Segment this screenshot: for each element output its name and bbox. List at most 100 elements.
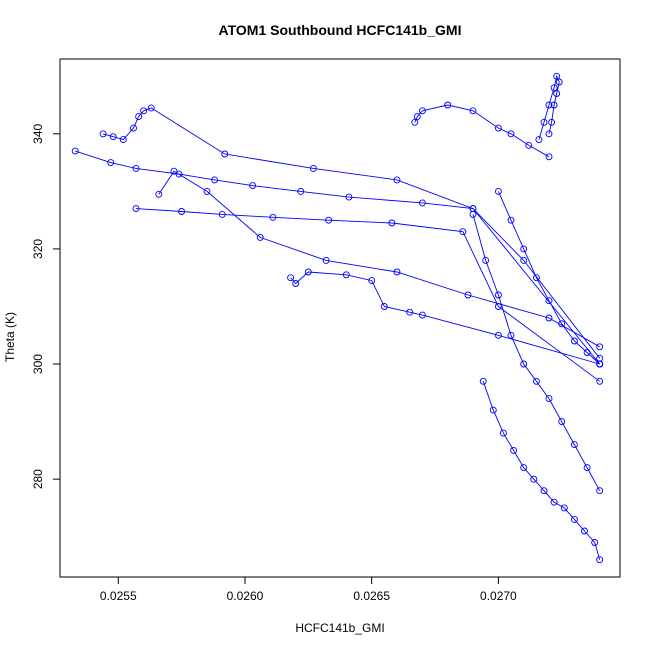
series-7 bbox=[479, 377, 604, 564]
data-point bbox=[140, 107, 148, 115]
data-point bbox=[147, 104, 155, 112]
data-point bbox=[520, 360, 528, 368]
series-line bbox=[414, 104, 550, 158]
data-point bbox=[550, 101, 558, 109]
data-point bbox=[499, 429, 507, 437]
series-1 bbox=[99, 104, 604, 368]
data-point bbox=[545, 297, 553, 305]
data-point bbox=[596, 377, 604, 385]
data-point bbox=[119, 136, 127, 144]
data-point bbox=[469, 210, 477, 218]
data-point bbox=[479, 377, 487, 385]
data-point bbox=[459, 228, 467, 236]
data-point bbox=[555, 78, 563, 86]
data-point bbox=[132, 164, 140, 172]
data-point bbox=[203, 187, 211, 195]
data-point bbox=[393, 268, 401, 276]
data-point bbox=[553, 72, 561, 80]
series-line bbox=[135, 208, 600, 382]
x-tick-label: 0.0260 bbox=[227, 589, 264, 603]
data-point bbox=[532, 377, 540, 385]
series-line bbox=[75, 150, 601, 359]
data-point bbox=[170, 167, 178, 175]
data-point bbox=[469, 107, 477, 115]
data-point bbox=[545, 314, 553, 322]
data-point bbox=[368, 277, 376, 285]
data-point bbox=[393, 176, 401, 184]
series-line bbox=[497, 191, 601, 365]
data-point bbox=[249, 182, 257, 190]
data-point bbox=[325, 216, 333, 224]
x-axis-label: HCFC141b_GMI bbox=[295, 621, 384, 635]
data-point bbox=[510, 446, 518, 454]
data-point bbox=[464, 291, 472, 299]
data-point bbox=[494, 331, 502, 339]
x-tick-label: 0.0270 bbox=[480, 589, 517, 603]
data-point bbox=[418, 311, 426, 319]
y-tick-label: 340 bbox=[31, 123, 45, 143]
data-point bbox=[322, 256, 330, 264]
data-point bbox=[221, 150, 229, 158]
data-point bbox=[494, 124, 502, 132]
data-point bbox=[406, 308, 414, 316]
data-point bbox=[482, 256, 490, 264]
data-point bbox=[520, 464, 528, 472]
data-point bbox=[525, 141, 533, 149]
data-point bbox=[596, 487, 604, 495]
data-point bbox=[550, 498, 558, 506]
data-point bbox=[130, 124, 137, 132]
y-axis-label: Theta (K) bbox=[3, 312, 17, 362]
data-point bbox=[532, 274, 540, 282]
x-tick-label: 0.0255 bbox=[100, 589, 137, 603]
data-point bbox=[297, 187, 305, 195]
data-point bbox=[494, 291, 502, 299]
data-point bbox=[530, 475, 538, 483]
data-point bbox=[520, 245, 528, 253]
data-point bbox=[218, 210, 226, 218]
data-point bbox=[507, 331, 515, 339]
data-point bbox=[413, 113, 421, 121]
data-point bbox=[309, 164, 317, 172]
data-point bbox=[507, 130, 515, 138]
series-line bbox=[472, 214, 601, 491]
x-tick-label: 0.0265 bbox=[353, 589, 390, 603]
data-point bbox=[292, 280, 300, 287]
data-point bbox=[596, 556, 604, 564]
data-point bbox=[132, 205, 140, 213]
data-point bbox=[596, 360, 604, 368]
series-line bbox=[290, 271, 600, 365]
data-point bbox=[583, 349, 591, 356]
data-point bbox=[444, 101, 452, 109]
data-point bbox=[489, 406, 497, 414]
series-0 bbox=[71, 147, 604, 362]
data-point bbox=[540, 487, 548, 495]
y-tick-label: 300 bbox=[31, 354, 45, 374]
data-point bbox=[155, 190, 163, 198]
series-line bbox=[102, 107, 601, 365]
data-point bbox=[545, 101, 553, 109]
data-point bbox=[411, 118, 419, 126]
series-2 bbox=[132, 205, 604, 385]
series-6 bbox=[469, 210, 604, 495]
data-point bbox=[135, 113, 143, 121]
series-9 bbox=[494, 187, 604, 368]
data-point bbox=[178, 208, 186, 215]
data-point bbox=[287, 274, 295, 282]
data-point bbox=[570, 441, 578, 449]
data-point bbox=[388, 219, 396, 227]
data-point bbox=[545, 395, 553, 403]
data-point bbox=[107, 159, 115, 167]
y-axis: 280 300 320 340 bbox=[31, 123, 61, 489]
data-point bbox=[109, 133, 117, 141]
plot-frame bbox=[59, 58, 621, 578]
x-axis: 0.0255 0.0260 0.0265 0.0270 bbox=[100, 576, 517, 603]
data-point bbox=[570, 337, 578, 345]
data-point bbox=[304, 268, 312, 276]
data-point bbox=[535, 136, 543, 144]
data-point bbox=[583, 464, 591, 472]
data-point bbox=[545, 130, 553, 138]
data-point bbox=[507, 216, 515, 224]
data-point bbox=[558, 320, 566, 328]
chart-title: ATOM1 Southbound HCFC141b_GMI bbox=[219, 22, 462, 38]
